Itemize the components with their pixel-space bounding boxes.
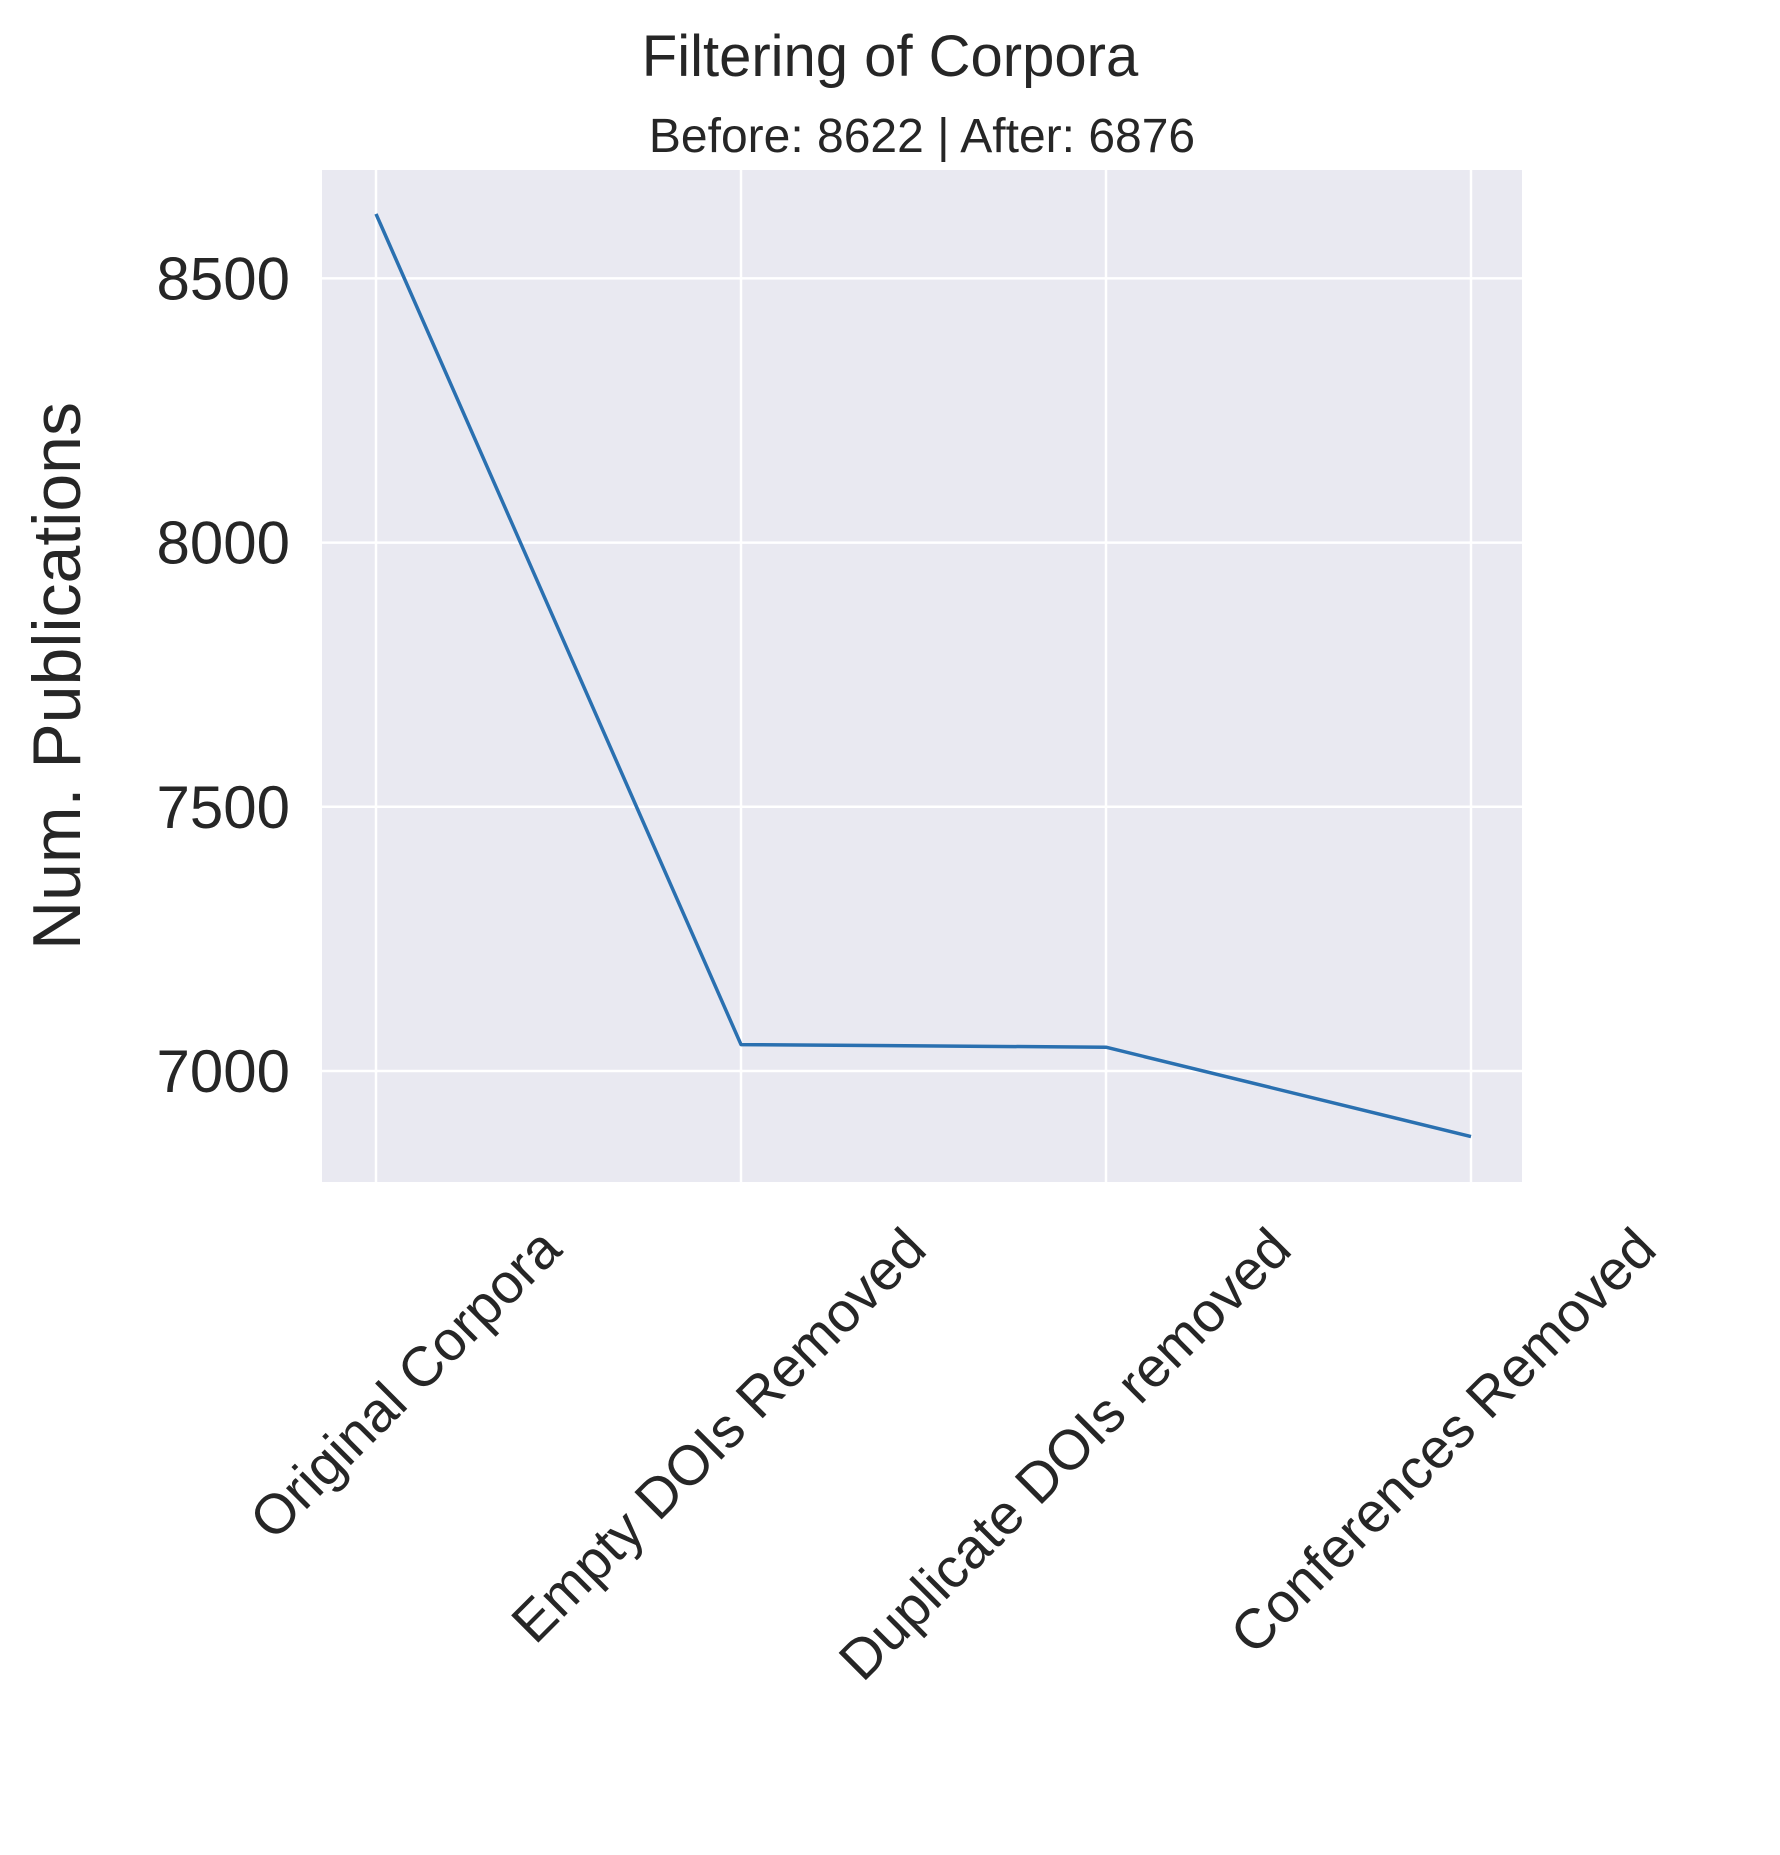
x-tick-label: Original Corpora bbox=[237, 1215, 573, 1551]
chart-title: Filtering of Corpora bbox=[642, 24, 1139, 89]
y-tick-label: 8500 bbox=[157, 245, 290, 312]
y-tick-label: 7000 bbox=[157, 1038, 290, 1105]
series-line bbox=[374, 213, 1472, 1139]
series-layer bbox=[374, 213, 1472, 1139]
y-tick-labels: 7000 7500 8000 8500 bbox=[157, 245, 290, 1105]
plot-background bbox=[322, 170, 1522, 1182]
chart-subtitle: Before: 8622 | After: 6876 bbox=[649, 110, 1195, 163]
x-tick-label: Empty DOIs Removed bbox=[499, 1216, 937, 1654]
y-tick-label: 7500 bbox=[157, 774, 290, 841]
y-tick-label: 8000 bbox=[157, 510, 290, 577]
x-tick-label: Conferences Removed bbox=[1218, 1216, 1668, 1666]
y-axis-label: Num. Publications bbox=[19, 402, 95, 950]
